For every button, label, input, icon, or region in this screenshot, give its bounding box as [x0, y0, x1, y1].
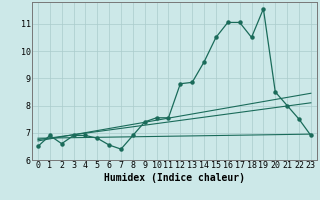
X-axis label: Humidex (Indice chaleur): Humidex (Indice chaleur) [104, 173, 245, 183]
